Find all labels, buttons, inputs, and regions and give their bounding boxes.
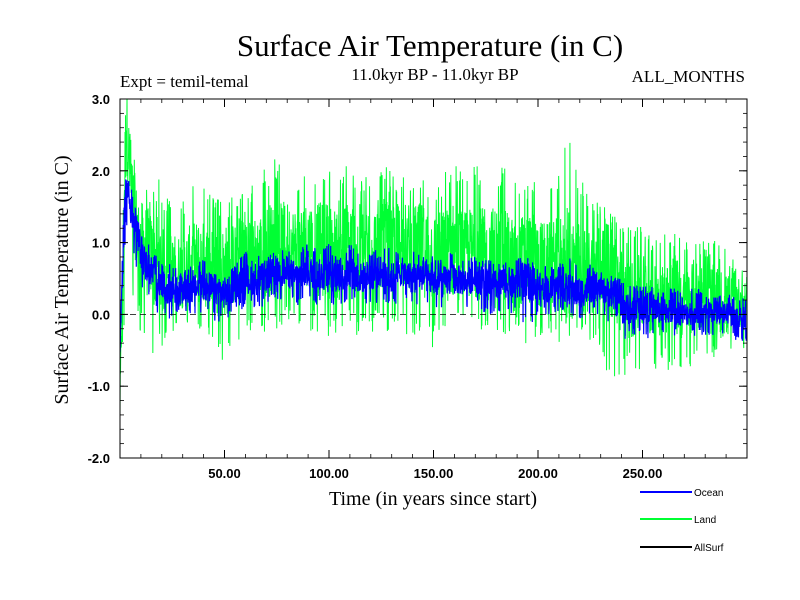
x-tick-label: 250.00 — [623, 466, 663, 481]
legend-label-land: Land — [694, 515, 716, 526]
period-label: 11.0kyr BP - 11.0kyr BP — [351, 65, 519, 84]
y-tick-label: 2.0 — [92, 164, 110, 179]
x-axis-title: Time (in years since start) — [329, 488, 537, 510]
legend: Ocean Land AllSurf — [640, 488, 724, 554]
legend-label-ocean: Ocean — [694, 488, 723, 499]
x-tick-label: 150.00 — [414, 466, 454, 481]
series-ocean-line — [120, 179, 747, 353]
series-land-line — [120, 99, 747, 415]
chart-title: Surface Air Temperature (in C) — [236, 28, 624, 63]
tick-layer: 3.0 2.0 1.0 0.0 -1.0 -2.0 50.00 100.00 150.00 200… — [88, 92, 748, 481]
x-tick-label: 200.00 — [518, 466, 558, 481]
y-tick-label: -2.0 — [88, 451, 110, 466]
y-axis-title: Surface Air Temperature (in C) — [51, 155, 73, 404]
y-tick-label: 3.0 — [92, 92, 110, 107]
x-tick-label: 50.00 — [208, 466, 241, 481]
legend-label-allsurf: AllSurf — [694, 543, 724, 554]
months-label: ALL_MONTHS — [631, 67, 745, 86]
y-tick-label: 1.0 — [92, 236, 110, 251]
series-layer — [120, 99, 747, 415]
y-tick-label: 0.0 — [92, 307, 110, 322]
x-tick-label: 100.00 — [309, 466, 349, 481]
experiment-label: Expt = temil-temal — [120, 72, 249, 91]
y-tick-label: -1.0 — [88, 379, 110, 394]
